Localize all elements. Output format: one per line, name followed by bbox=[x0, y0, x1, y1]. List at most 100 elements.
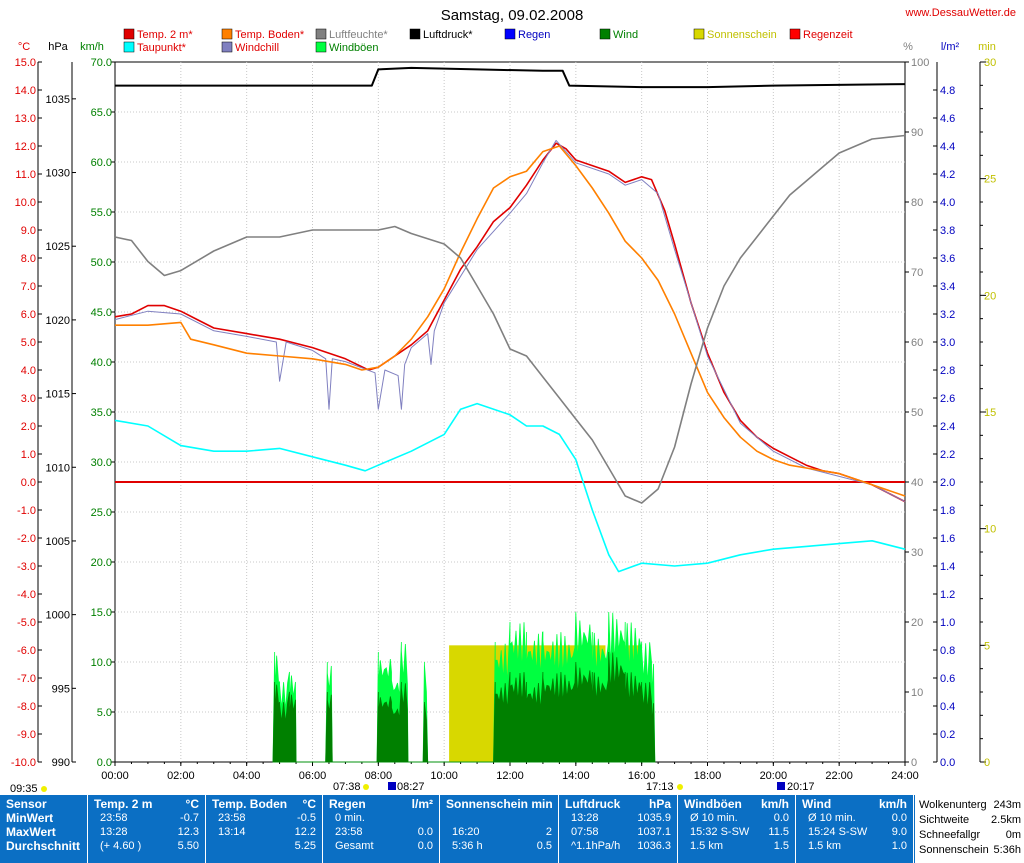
legend-label: Wind bbox=[613, 29, 638, 41]
x-tick-label: 18:00 bbox=[694, 770, 722, 782]
sensor-row-label: MaxWert bbox=[6, 825, 56, 839]
wind-tick-label: 20.0 bbox=[91, 557, 112, 569]
axis-units: °C hPa km/h% l/m² min bbox=[18, 41, 996, 53]
wind-tick-label: 5.0 bbox=[97, 707, 112, 719]
pressure-tick-label: 1020 bbox=[46, 315, 70, 327]
x-tick-label: 20:00 bbox=[760, 770, 788, 782]
temp2m-row-value: 12.3 bbox=[177, 826, 199, 838]
x-tick-label: 16:00 bbox=[628, 770, 656, 782]
legend-label: Windböen bbox=[329, 42, 379, 54]
rain-tick-label: 2.2 bbox=[940, 449, 955, 461]
temp-tick-label: -6.0 bbox=[17, 645, 36, 657]
rain-start-time: 08:27 bbox=[397, 781, 425, 793]
pressure-tick-label: 1030 bbox=[46, 168, 70, 180]
sun-events: 09:35 07:38 08:27 17:13 20:17 bbox=[10, 781, 815, 795]
temp-unit: °C bbox=[18, 41, 30, 53]
sunrise-time: 07:38 bbox=[333, 781, 361, 793]
wind-row-label: 15:24 S-SW bbox=[808, 826, 868, 838]
regen-unit: l/m² bbox=[411, 797, 433, 811]
axes: 0.05.010.015.020.025.030.035.040.045.050… bbox=[11, 57, 996, 782]
temp-tick-label: 15.0 bbox=[15, 57, 36, 69]
legend-swatch bbox=[789, 28, 801, 40]
boeen-header: Windböen bbox=[684, 797, 742, 811]
regen-row-label: 0 min. bbox=[335, 812, 365, 824]
sonne-row-label: 5:36 h bbox=[452, 840, 483, 852]
temp-tick-label: -5.0 bbox=[17, 617, 36, 629]
druck-row-label: 07:58 bbox=[571, 826, 599, 838]
rain-tick-label: 3.4 bbox=[940, 281, 955, 293]
minutes-tick-label: 25 bbox=[984, 174, 996, 186]
rain-tick-label: 2.0 bbox=[940, 477, 955, 489]
humidity-tick-label: 20 bbox=[911, 617, 923, 629]
wind-tick-label: 65.0 bbox=[91, 107, 112, 119]
minutes-tick-label: 20 bbox=[984, 290, 996, 302]
legend-label: Regen bbox=[518, 29, 550, 41]
wind-tick-label: 50.0 bbox=[91, 257, 112, 269]
info-label: Schneefallgr bbox=[919, 829, 981, 841]
boeen-row-value: 1.5 bbox=[773, 840, 789, 852]
humidity-tick-label: 30 bbox=[911, 547, 923, 559]
x-tick-label: 14:00 bbox=[562, 770, 590, 782]
x-tick-label: 12:00 bbox=[496, 770, 524, 782]
x-tick-label: 00:00 bbox=[101, 770, 129, 782]
series-line bbox=[115, 145, 906, 497]
temp2m-unit: °C bbox=[185, 797, 199, 811]
boden-column: Temp. Boden °C 23:58 -0.5 13:14 12.2 5.25 bbox=[206, 795, 323, 863]
stats-table: Sensor MinWert MaxWert Durchschnitt Temp. 2 … bbox=[0, 795, 1024, 863]
boeen-row-label: Ø 10 min. bbox=[690, 812, 738, 824]
regen-row-value: 0.0 bbox=[417, 826, 433, 838]
temp-tick-label: 8.0 bbox=[21, 253, 36, 265]
boeen-row-value: 11.5 bbox=[768, 826, 789, 838]
legend-label: Taupunkt* bbox=[137, 42, 187, 54]
info-value: 0m bbox=[1005, 829, 1021, 841]
regen-row-label: 23:58 bbox=[335, 826, 363, 838]
boeen-column: Windböen km/h Ø 10 min. 0.0 15:32 S-SW 11.5 1.… bbox=[678, 795, 796, 863]
pressure-tick-label: 1000 bbox=[46, 610, 70, 622]
humidity-tick-label: 70 bbox=[911, 267, 923, 279]
legend-swatch bbox=[504, 28, 516, 40]
rain-tick-label: 4.4 bbox=[940, 141, 955, 153]
wind-header: Wind bbox=[802, 797, 832, 811]
temp-tick-label: 13.0 bbox=[15, 113, 36, 125]
bar-series bbox=[272, 611, 656, 763]
regen-header: Regen bbox=[329, 797, 366, 811]
series-line bbox=[114, 402, 906, 573]
legend-swatch bbox=[123, 41, 135, 53]
boden-unit: °C bbox=[302, 797, 316, 811]
sonne-row-value: 2 bbox=[545, 826, 552, 838]
minutes-tick-label: 10 bbox=[984, 524, 996, 536]
druck-unit: hPa bbox=[648, 797, 671, 811]
event-left-marker: 09:35 bbox=[10, 783, 38, 795]
rain-tick-label: 3.0 bbox=[940, 337, 955, 349]
wind-tick-label: 30.0 bbox=[91, 457, 112, 469]
legend-swatch bbox=[123, 28, 135, 40]
humidity-tick-label: 80 bbox=[911, 197, 923, 209]
boden-row-label: 13:14 bbox=[218, 826, 246, 838]
wind-unit: km/h bbox=[878, 797, 907, 811]
wind-tick-label: 60.0 bbox=[91, 157, 112, 169]
legend-label: Sonnenschein bbox=[707, 29, 777, 41]
pressure-tick-label: 1025 bbox=[46, 241, 70, 253]
humidity-tick-label: 0 bbox=[911, 757, 917, 769]
line-series bbox=[114, 66, 906, 573]
site-link[interactable]: www.DessauWetter.de bbox=[905, 7, 1016, 19]
x-tick-label: 04:00 bbox=[233, 770, 261, 782]
info-panel: Wolkenunterg 243m Sichtweite 2.5km Schneefal… bbox=[914, 795, 1024, 863]
temp2m-row-value: 5.50 bbox=[177, 840, 199, 852]
rain-tick-label: 1.2 bbox=[940, 589, 955, 601]
sunset-dot bbox=[677, 784, 683, 790]
minutes-tick-label: 0 bbox=[984, 757, 990, 769]
temp-tick-label: 6.0 bbox=[21, 309, 36, 321]
chart-title: Samstag, 09.02.2008 bbox=[441, 7, 584, 24]
rain-tick-label: 0.2 bbox=[940, 729, 955, 741]
x-tick-label: 08:00 bbox=[365, 770, 393, 782]
rain-end-time: 20:17 bbox=[787, 781, 815, 793]
temp-tick-label: 7.0 bbox=[21, 281, 36, 293]
weather-chart: Samstag, 09.02.2008 www.DessauWetter.de … bbox=[10, 7, 1016, 795]
rain-start-marker bbox=[388, 782, 396, 790]
wind-tick-label: 35.0 bbox=[91, 407, 112, 419]
temp-tick-label: -7.0 bbox=[17, 673, 36, 685]
temp-tick-label: -9.0 bbox=[17, 729, 36, 741]
humidity-tick-label: 90 bbox=[911, 127, 923, 139]
temp-tick-label: 1.0 bbox=[21, 449, 36, 461]
